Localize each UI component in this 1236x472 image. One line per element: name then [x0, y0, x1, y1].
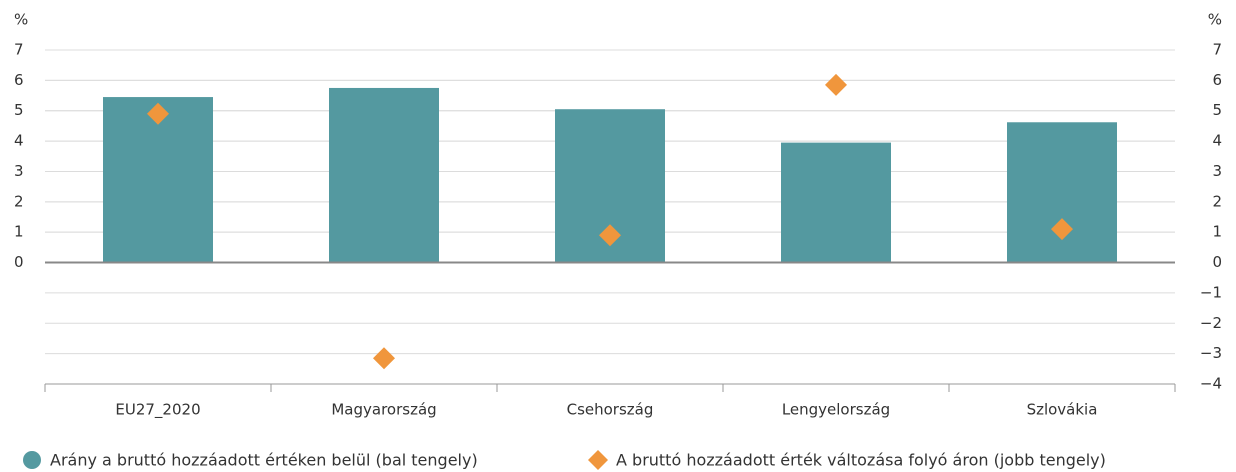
diamond-marker [1051, 218, 1073, 241]
y2-tick-label: −4 [1200, 375, 1222, 393]
y-tick-label: 0 [14, 253, 24, 271]
diamond-marker [147, 102, 169, 125]
y2-tick-label: 5 [1212, 101, 1222, 119]
x-tick-label: Lengyelország [782, 401, 890, 419]
y2-tick-label: 3 [1212, 162, 1222, 180]
y2-tick-label: 1 [1212, 223, 1222, 241]
y2-tick-label: 4 [1212, 132, 1222, 150]
y-tick-label: 7 [14, 41, 24, 59]
bar [781, 142, 891, 263]
diamond-marker [599, 224, 621, 247]
legend-swatch [588, 450, 608, 470]
bar [329, 87, 439, 263]
y-tick-label: 6 [14, 71, 24, 89]
x-tick-label: Magyarország [331, 401, 436, 419]
y2-tick-label: −2 [1200, 314, 1222, 332]
y2-tick-label: −1 [1200, 283, 1222, 301]
bar [1007, 122, 1117, 263]
x-tick-label: EU27_2020 [115, 401, 200, 420]
y2-tick-label: 2 [1212, 192, 1222, 210]
diamond-marker [373, 347, 395, 370]
y2-tick-label: 7 [1212, 41, 1222, 59]
legend-label: Arány a bruttó hozzáadott értéken belül … [50, 451, 478, 470]
diamond-marker [825, 73, 847, 96]
y-tick-label: 5 [14, 101, 24, 119]
y-tick-label: 4 [14, 132, 24, 150]
legend-label: A bruttó hozzáadott érték változása foly… [616, 451, 1106, 470]
y2-axis-label: % [1208, 11, 1222, 29]
y-tick-label: 3 [14, 162, 24, 180]
y2-tick-label: 6 [1212, 71, 1222, 89]
y-tick-label: 1 [14, 223, 24, 241]
y2-tick-label: −3 [1200, 344, 1222, 362]
legend-swatch [23, 451, 41, 469]
y-tick-label: 2 [14, 192, 24, 210]
x-tick-label: Csehország [567, 401, 654, 419]
y2-tick-label: 0 [1212, 253, 1222, 271]
y-axis-label: % [14, 11, 28, 29]
x-tick-label: Szlovákia [1027, 401, 1098, 419]
